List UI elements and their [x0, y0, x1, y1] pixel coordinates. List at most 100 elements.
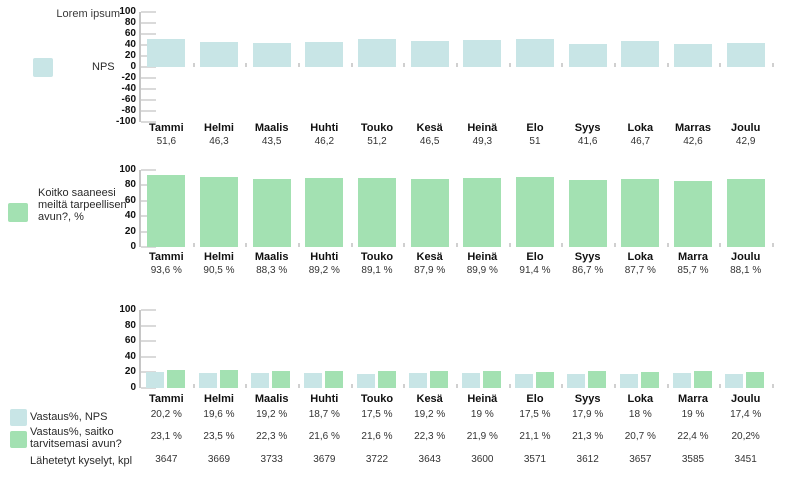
- bar: [357, 178, 396, 247]
- value-label: 19,6 %: [203, 409, 235, 420]
- x-category-tick: [245, 243, 248, 247]
- value-label: 21,6 %: [361, 431, 393, 442]
- x-category-tick: [666, 384, 669, 388]
- x-category-tick: [614, 243, 616, 247]
- month-label: Kesä: [416, 122, 443, 134]
- value-label: 17,5 %: [361, 409, 393, 420]
- bar: [588, 371, 607, 388]
- x-category-tick: [561, 63, 564, 67]
- bar: [673, 181, 712, 247]
- month-label: Helmi: [204, 393, 234, 405]
- y-tick-label: 100: [119, 164, 136, 175]
- value-label: 90,5 %: [203, 265, 235, 276]
- month-label: Elo: [526, 393, 544, 405]
- x-category-tick: [403, 384, 406, 388]
- y-tick-label: 20: [124, 225, 136, 237]
- bar: [167, 369, 185, 388]
- bar: [726, 43, 765, 67]
- bar: [304, 373, 322, 388]
- value-label: 3643: [418, 454, 441, 465]
- value-label: 3722: [365, 454, 389, 465]
- x-category-tick: [561, 243, 564, 247]
- month-label: Joulu: [730, 251, 761, 263]
- y-tick: [141, 22, 156, 24]
- y-tick: [141, 340, 156, 343]
- x-category-tick: [772, 384, 774, 388]
- y-axis-line: [139, 170, 141, 247]
- x-category-tick: [245, 384, 248, 388]
- bar: [325, 371, 343, 388]
- x-category-tick: [350, 384, 353, 388]
- month-label: Tammi: [149, 122, 184, 134]
- x-category-tick: [298, 243, 300, 247]
- x-category-tick: [192, 243, 195, 247]
- y-tick: [141, 11, 156, 13]
- bar: [621, 41, 660, 67]
- value-label: 22,4 %: [677, 431, 709, 442]
- bar: [621, 179, 660, 247]
- y-tick: [141, 33, 156, 35]
- x-category-tick: [350, 243, 353, 247]
- month-label: Heinä: [467, 122, 498, 134]
- month-label: Huhti: [310, 122, 339, 134]
- month-label: Maalis: [254, 122, 289, 134]
- y-tick: [141, 66, 156, 68]
- y-tick-label: 0: [130, 382, 136, 393]
- month-label: Marras: [674, 122, 712, 134]
- x-category-tick: [508, 63, 511, 67]
- value-label: 21,6 %: [308, 431, 340, 442]
- value-label: 46,2: [314, 136, 335, 147]
- value-label: 3733: [260, 454, 283, 465]
- month-label: Loka: [627, 122, 654, 134]
- x-category-tick: [350, 63, 353, 67]
- bar: [357, 38, 396, 67]
- y-tick-label: 60: [124, 28, 136, 39]
- x-category-tick: [614, 63, 616, 67]
- legend-swatch-avun: [8, 203, 28, 222]
- month-label: Elo: [526, 251, 544, 263]
- legend-label-kyselyt: Lähetetyt kyselyt, kpl: [30, 455, 133, 467]
- legend-label-vastaus-saitko: Vastaus%, saitko tarvitsemasi avun?: [30, 426, 122, 450]
- value-label: 89,2 %: [308, 265, 340, 276]
- y-tick: [141, 246, 156, 248]
- value-label: 51,6: [156, 136, 177, 147]
- y-tick: [141, 169, 156, 171]
- legend-swatch-vastaus-nps: [10, 409, 27, 426]
- value-label: 22,3 %: [414, 431, 446, 442]
- bar: [305, 178, 344, 247]
- value-label: 88,1 %: [730, 265, 762, 276]
- value-label: 23,1 %: [150, 431, 182, 442]
- y-tick-label: 40: [124, 39, 136, 50]
- y-tick-label: -100: [115, 116, 136, 127]
- month-label: Syys: [574, 393, 601, 405]
- value-label: 3679: [313, 454, 336, 465]
- value-label: 51,2: [367, 136, 387, 147]
- value-label: 49,3: [472, 136, 493, 147]
- value-label: 17,9 %: [572, 409, 604, 420]
- bar: [462, 373, 480, 388]
- bar: [410, 41, 449, 67]
- month-label: Joulu: [730, 393, 761, 405]
- value-label: 85,7 %: [677, 265, 709, 276]
- bar: [463, 39, 502, 67]
- month-label: Tammi: [149, 393, 184, 405]
- bar: [514, 374, 533, 388]
- value-label: 42,6: [683, 136, 703, 147]
- x-category-tick: [719, 63, 722, 67]
- x-category-tick: [666, 63, 669, 67]
- value-label: 20,2 %: [150, 409, 182, 420]
- value-label: 87,7 %: [624, 265, 656, 276]
- bar: [746, 372, 765, 388]
- value-label: 46,7: [630, 136, 651, 147]
- x-category-tick: [298, 63, 300, 67]
- month-label: Maalis: [254, 251, 289, 263]
- value-label: 46,5: [419, 136, 440, 147]
- y-tick: [141, 387, 156, 389]
- y-tick-label: 40: [124, 350, 136, 362]
- bar: [620, 373, 638, 388]
- y-tick-label: 0: [130, 241, 136, 252]
- x-category-tick: [403, 63, 406, 67]
- y-tick-label: -20: [121, 72, 136, 83]
